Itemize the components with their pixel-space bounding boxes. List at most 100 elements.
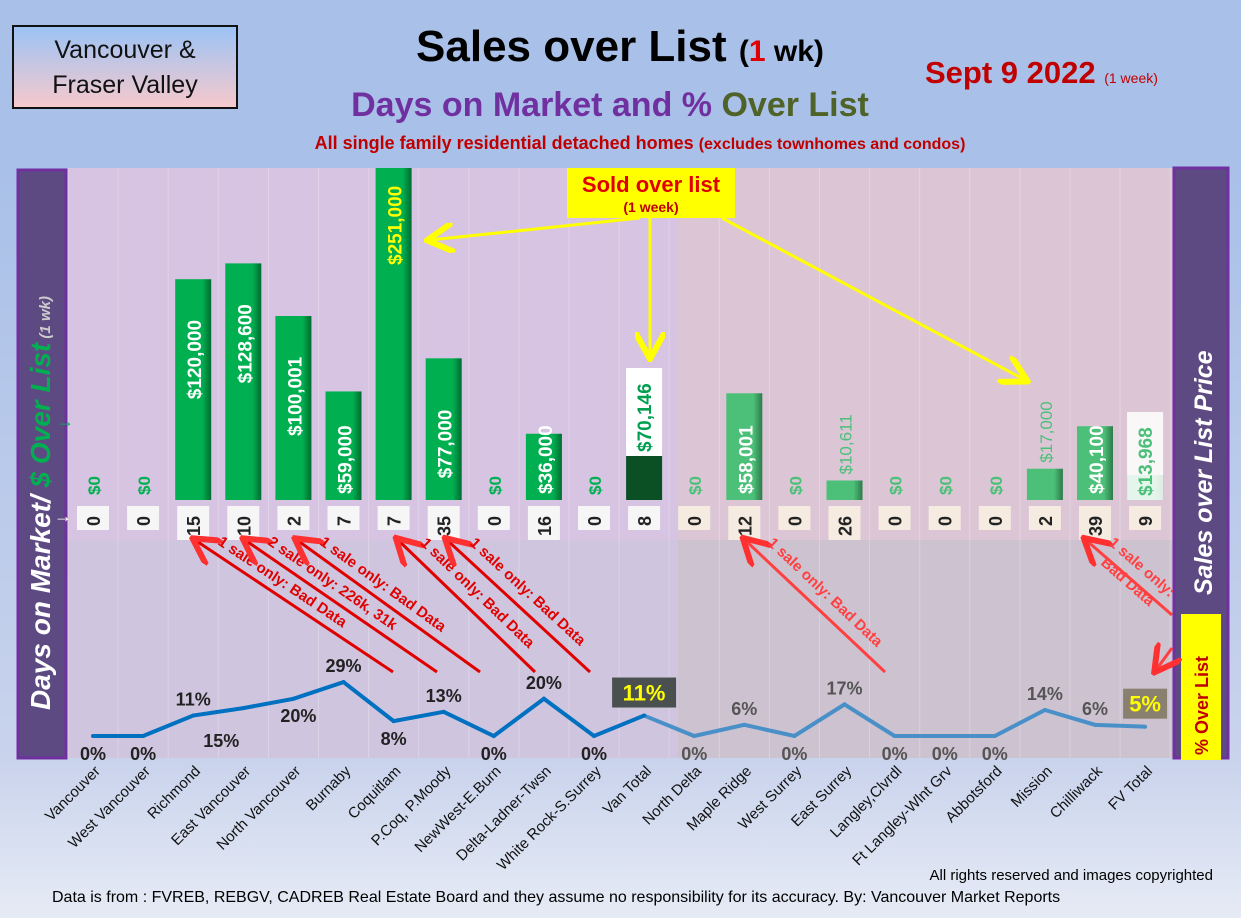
- pct-point: [241, 706, 246, 711]
- pct-point: [592, 734, 596, 738]
- bar-p-coq-p-moody: [425, 358, 462, 500]
- days-on-market-value: 26: [836, 516, 856, 536]
- days-on-market-value: 12: [735, 516, 755, 536]
- pct-point: [892, 734, 897, 738]
- source-text: Data is from : FVREB, REBGV, CADREB Real…: [52, 889, 1061, 906]
- days-on-market-box: [1028, 506, 1061, 530]
- left-axis-label-green: $ Over List: [25, 341, 56, 488]
- days-on-market-box: [678, 506, 711, 530]
- bar-value-label: $36,000: [536, 425, 557, 494]
- pct-label: 0%: [781, 744, 807, 764]
- category-label: Delta-Ladner-Twsn: [453, 763, 555, 865]
- left-axis-label: Days on Market/ $ Over List (1 wk): [25, 296, 56, 710]
- days-on-market-box: [628, 506, 661, 530]
- days-on-market-value: 0: [485, 516, 505, 526]
- callout-sub: (1 week): [623, 199, 678, 215]
- bar-value-label: $40,100: [1087, 425, 1108, 494]
- pct-label: 11%: [176, 690, 211, 710]
- white-arrow-icon: →: [54, 506, 72, 526]
- callout-arrow: [430, 216, 641, 240]
- days-on-market-value: 0: [886, 516, 906, 526]
- bar-chilliwack: [1077, 426, 1113, 500]
- bar-value-label: $10,611: [837, 414, 856, 474]
- days-on-market-box: [828, 506, 861, 540]
- annotation-arrow: [297, 540, 481, 674]
- pct-point: [1042, 707, 1047, 712]
- annotation-arrow: [1086, 540, 1173, 617]
- pct-point: [992, 734, 997, 738]
- region-box: Vancouver & Fraser Valley: [12, 25, 238, 109]
- days-on-market-box: [177, 506, 210, 540]
- bar-value-label: $0: [987, 476, 1006, 495]
- bar-east-vancouver: [225, 263, 262, 500]
- title-paren-rest: wk): [765, 35, 824, 68]
- left-axis-label-main: Days on Market/: [25, 487, 56, 710]
- pct-label: 14%: [1027, 684, 1063, 704]
- green-arrow-icon: →: [56, 411, 74, 431]
- bar-value-label: $251,000: [386, 186, 407, 265]
- pct-label: 6%: [1082, 699, 1108, 719]
- copyright-text: All rights reserved and images copyright…: [929, 867, 1213, 884]
- pct-label: 0%: [581, 744, 607, 764]
- bar-value-label: $0: [586, 476, 605, 495]
- region-line1: Vancouver &: [54, 36, 196, 64]
- date-small: (1 week): [1104, 70, 1158, 86]
- category-label: Mission: [1008, 763, 1056, 811]
- pct-point: [91, 734, 95, 738]
- bar-value-label: $13,968: [1136, 427, 1157, 496]
- pct-label: 13%: [426, 686, 462, 706]
- pct-label: 0%: [681, 744, 707, 764]
- bar-burnaby: [325, 391, 362, 500]
- days-on-market-value: 0: [986, 516, 1006, 526]
- pct-highlight-box: [612, 677, 677, 708]
- pct-label: 15%: [203, 731, 239, 751]
- days-on-market-box: [77, 506, 109, 530]
- subtitle-a: Days on Market and %: [351, 86, 722, 124]
- bar-value-label: $100,001: [285, 356, 306, 436]
- days-on-market-value: 10: [234, 516, 254, 536]
- bar-value-label: $0: [887, 476, 906, 495]
- subtitle-b: Over List: [721, 86, 869, 124]
- bar-value-label: $0: [686, 476, 705, 495]
- days-on-market-value: 0: [585, 516, 605, 526]
- right-axis-label: Sales over List Price: [1190, 350, 1218, 595]
- pct-point: [491, 734, 496, 738]
- bar-value-label: $70,146: [635, 383, 656, 452]
- days-on-market-box: [127, 506, 160, 530]
- pct-point: [541, 696, 546, 701]
- pct-label: 0%: [481, 744, 507, 764]
- pct-over-list-badge-text: % Over List: [1192, 656, 1212, 755]
- days-on-market-value: 16: [535, 516, 555, 536]
- bar-richmond: [175, 279, 212, 500]
- report-date: Sept 9 2022 (1 week): [925, 55, 1158, 91]
- bar-value-label-box: [1127, 412, 1164, 500]
- days-on-market-box: [578, 506, 610, 530]
- days-on-market-value: 0: [936, 516, 956, 526]
- pct-label: 29%: [325, 656, 361, 676]
- bar-value-label: $17,000: [1037, 401, 1056, 462]
- pct-label: 0%: [80, 744, 106, 764]
- days-on-market-box: [778, 506, 811, 530]
- bar-east-surrey: [826, 480, 863, 500]
- annotation-arrow: [245, 540, 438, 674]
- chart-title: Sales over List (1 wk): [330, 22, 910, 72]
- bar-value-label: $0: [786, 476, 805, 495]
- days-on-market-box: [327, 506, 360, 530]
- category-label: Ft Langley-Wlnt Grv: [849, 762, 956, 869]
- bar-value-label-box: [626, 368, 663, 456]
- bar-coquitlam: [375, 168, 412, 500]
- chart-subtitle: Days on Market and % Over List: [260, 86, 960, 125]
- callout-title: Sold over list: [582, 172, 721, 197]
- title-num: 1: [748, 35, 766, 68]
- days-on-market-box: [477, 506, 510, 530]
- bar-mission: [1026, 468, 1063, 500]
- left-axis-panel: [16, 168, 68, 760]
- pct-label: 6%: [731, 699, 757, 719]
- left-axis-label-small: (1 wk): [37, 296, 54, 343]
- bar-value-label: $59,000: [336, 425, 357, 494]
- pct-line-vancouver: [93, 679, 645, 739]
- category-label: North Vancouver: [213, 763, 304, 854]
- pct-point: [141, 734, 146, 738]
- pct-point: [291, 696, 296, 701]
- category-label: Burnaby: [303, 762, 355, 814]
